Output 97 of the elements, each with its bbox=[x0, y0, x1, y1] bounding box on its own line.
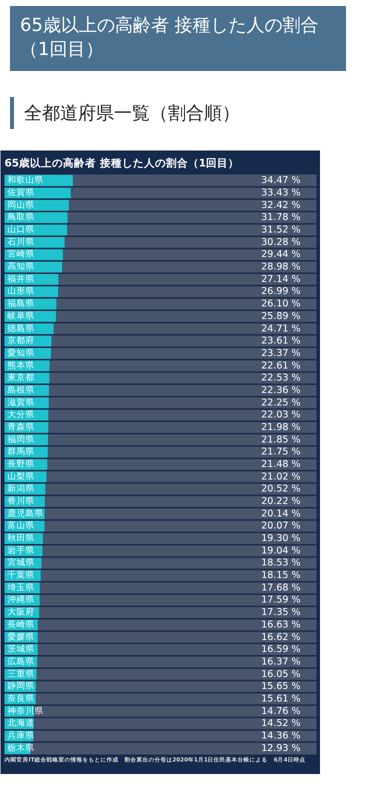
y-tick-label: 奈良県 bbox=[8, 692, 34, 704]
data-label: 25.89 % bbox=[261, 310, 301, 322]
y-tick-label: 茨城県 bbox=[8, 644, 34, 655]
data-label: 29.44 % bbox=[261, 249, 301, 260]
y-tick-label: 島根県 bbox=[8, 384, 34, 396]
y-tick-label: 長野県 bbox=[8, 458, 34, 470]
y-tick-label: 富山県 bbox=[8, 520, 34, 532]
chart-title: 65歳以上の高齢者 接種した人の割合（1回目） bbox=[20, 15, 319, 60]
data-label: 19.04 % bbox=[261, 545, 301, 556]
y-tick-label: 三重県 bbox=[8, 668, 34, 680]
data-label: 16.05 % bbox=[261, 668, 301, 680]
y-tick-label: 青森県 bbox=[8, 421, 34, 432]
data-label: 14.76 % bbox=[261, 706, 301, 717]
data-label: 23.61 % bbox=[261, 336, 301, 347]
y-tick-label: 香川県 bbox=[8, 496, 34, 507]
y-tick-label: 群馬県 bbox=[8, 446, 34, 458]
y-tick-label: 京都府 bbox=[8, 335, 34, 346]
data-label: 21.75 % bbox=[261, 446, 301, 458]
data-label: 15.61 % bbox=[261, 693, 301, 704]
data-label: 12.93 % bbox=[261, 742, 301, 754]
data-label: 21.48 % bbox=[261, 459, 301, 470]
data-label: 30.28 % bbox=[261, 236, 301, 248]
y-tick-label: 高知県 bbox=[8, 261, 34, 272]
data-label: 20.52 % bbox=[261, 484, 301, 495]
data-label: 31.52 % bbox=[261, 224, 301, 236]
y-tick-label: 岩手県 bbox=[8, 544, 34, 556]
data-label: 16.62 % bbox=[261, 632, 301, 643]
y-tick-label: 岐阜県 bbox=[8, 310, 34, 322]
data-label: 24.71 % bbox=[261, 323, 301, 334]
y-tick-label: 秋田県 bbox=[8, 532, 34, 544]
y-tick-label: 兵庫県 bbox=[8, 730, 34, 741]
data-label: 14.36 % bbox=[261, 730, 301, 742]
data-label: 22.53 % bbox=[261, 372, 301, 384]
text: 65歳以上の高齢者 接種した人の割合（1回目） bbox=[4, 156, 240, 170]
data-label: 26.99 % bbox=[261, 286, 301, 298]
data-label: 18.15 % bbox=[261, 570, 301, 582]
data-label: 21.85 % bbox=[261, 434, 301, 446]
data-label: 20.14 % bbox=[261, 508, 301, 520]
data-label: 23.37 % bbox=[261, 348, 301, 359]
y-tick-label: 山口県 bbox=[8, 224, 34, 236]
data-label: 20.07 % bbox=[261, 520, 301, 532]
data-label: 31.78 % bbox=[261, 212, 301, 224]
y-tick-label: 大分県 bbox=[8, 409, 34, 420]
y-tick-label: 福井県 bbox=[8, 273, 34, 284]
data-label: 14.52 % bbox=[261, 718, 301, 730]
y-tick-label: 宮崎県 bbox=[8, 248, 34, 260]
data-label: 21.98 % bbox=[261, 422, 301, 433]
data-label: 17.68 % bbox=[261, 582, 301, 594]
y-tick-label: 東京都 bbox=[8, 372, 34, 384]
y-tick-label: 佐賀県 bbox=[8, 187, 34, 198]
data-label: 27.14 % bbox=[261, 274, 301, 285]
y-tick-label: 愛知県 bbox=[8, 347, 34, 358]
y-tick-label: 福岡県 bbox=[8, 434, 34, 445]
data-label: 16.37 % bbox=[261, 656, 301, 668]
y-tick-label: 鳥取県 bbox=[6, 212, 34, 223]
y-tick-label: 新潟県 bbox=[8, 483, 34, 494]
data-label: 22.36 % bbox=[261, 384, 301, 396]
data-label: 17.59 % bbox=[261, 594, 301, 606]
y-tick-label: 鹿児島県 bbox=[8, 508, 44, 519]
data-label: 22.03 % bbox=[261, 410, 301, 421]
y-tick-label: 埼玉県 bbox=[6, 582, 34, 593]
data-label: 32.42 % bbox=[261, 200, 301, 211]
data-label: 22.61 % bbox=[261, 360, 301, 372]
y-tick-label: 山形県 bbox=[8, 286, 34, 297]
data-label: 33.43 % bbox=[261, 188, 301, 199]
data-label: 22.25 % bbox=[261, 397, 301, 408]
y-tick-label: 福島県 bbox=[8, 298, 34, 310]
data-label: 26.10 % bbox=[261, 298, 301, 310]
y-tick-label: 岡山県 bbox=[8, 199, 34, 210]
data-label: 19.30 % bbox=[261, 533, 301, 544]
y-tick-label: 栃木県 bbox=[8, 742, 34, 754]
data-label: 17.35 % bbox=[261, 607, 301, 618]
y-tick-label: 沖縄県 bbox=[8, 594, 34, 606]
y-tick-label: 広島県 bbox=[8, 656, 34, 667]
y-tick-label: 山梨県 bbox=[8, 470, 34, 482]
y-tick-label: 大阪府 bbox=[8, 606, 34, 618]
data-label: 34.47 % bbox=[261, 175, 301, 186]
y-tick-label: 徳島県 bbox=[8, 322, 34, 334]
data-label: 28.98 % bbox=[261, 262, 301, 273]
data-label: 16.63 % bbox=[261, 619, 301, 630]
data-label: 15.65 % bbox=[261, 681, 301, 692]
y-tick-label: 愛媛県 bbox=[8, 631, 34, 642]
y-tick-label: 石川県 bbox=[8, 236, 34, 248]
y-tick-label: 滋賀県 bbox=[8, 396, 34, 408]
y-tick-label: 和歌山県 bbox=[8, 174, 44, 186]
y-tick-label: 熊本県 bbox=[8, 360, 34, 371]
y-tick-label: 千葉県 bbox=[8, 570, 34, 581]
data-label: 20.22 % bbox=[261, 496, 301, 508]
data-label: 18.53 % bbox=[261, 558, 301, 569]
y-tick-label: 神奈川県 bbox=[8, 705, 44, 716]
y-tick-label: 北海道 bbox=[8, 718, 34, 729]
data-label: 21.02 % bbox=[261, 471, 301, 482]
data-label: 16.59 % bbox=[261, 644, 301, 656]
y-tick-label: 静岡県 bbox=[8, 680, 34, 692]
y-tick-label: 長崎県 bbox=[8, 618, 34, 630]
text: 全都道府県一覧（割合順） bbox=[10, 97, 330, 129]
y-tick-label: 宮城県 bbox=[8, 557, 34, 568]
